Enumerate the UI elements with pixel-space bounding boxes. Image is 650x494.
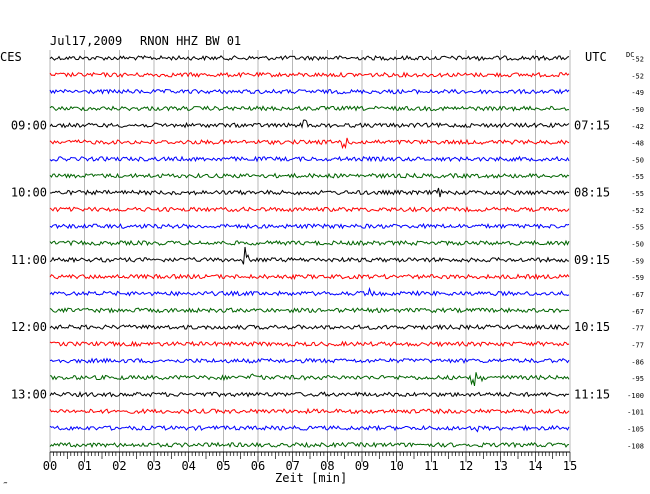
seismic-trace — [49, 372, 570, 387]
x-tick-label: 12 — [459, 459, 473, 473]
x-tick-label: 11 — [424, 459, 438, 473]
x-tick-label: 15 — [563, 459, 577, 473]
dc-offset-label: -52 — [631, 207, 644, 215]
dc-offset-label: -95 — [631, 375, 644, 383]
utc-hour-label: 09:15 — [574, 253, 610, 267]
x-axis: 00 01 02 03 04 05 06 07 08 09 10 11 12 13 14 15 — [43, 451, 577, 473]
utc-hour-label: 11:15 — [574, 387, 610, 401]
seismic-trace — [49, 273, 570, 281]
seismic-trace — [49, 222, 570, 230]
x-tick-label: 14 — [528, 459, 542, 473]
dc-offset-label: -77 — [631, 325, 644, 333]
dc-offset-label: -55 — [631, 173, 644, 181]
dc-offset-label: -42 — [631, 123, 644, 131]
grid-lines — [49, 50, 571, 452]
local-hour-label: 10:00 — [11, 186, 47, 200]
label-group: -52 -52 -49 -50 -42 -48 -50 -55 -55 -52 -55 -50 -59 -… — [11, 56, 644, 451]
x-tick-label: 13 — [493, 459, 507, 473]
seismic-trace — [49, 424, 570, 433]
x-tick-label: 08 — [320, 459, 334, 473]
x-tick-label: 09 — [355, 459, 369, 473]
x-tick-label: 03 — [147, 459, 161, 473]
dc-offset-label: -48 — [631, 140, 644, 148]
local-hour-label: 11:00 — [11, 253, 47, 267]
dc-offset-label: -100 — [627, 392, 644, 400]
dc-offset-label: -105 — [627, 426, 644, 434]
dc-offset-label: -49 — [631, 89, 644, 97]
dc-offset-label: -77 — [631, 341, 644, 349]
seismic-trace — [49, 155, 570, 163]
x-tick-label: 10 — [389, 459, 403, 473]
seismic-trace — [49, 407, 570, 415]
seismic-trace — [49, 390, 570, 398]
right-timezone-label: UTC — [585, 50, 607, 64]
x-tick-label: 00 — [43, 459, 57, 473]
seismic-trace — [49, 71, 570, 79]
dc-offset-label: -59 — [631, 274, 644, 282]
dc-offset-label: -86 — [631, 358, 644, 366]
local-hour-label: 09:00 — [11, 118, 47, 132]
left-timezone-label: CES — [0, 50, 22, 64]
x-tick-label: 02 — [112, 459, 126, 473]
x-tick-label: 01 — [77, 459, 91, 473]
dc-offset-label: -108 — [627, 442, 644, 450]
x-tick-label: 06 — [251, 459, 265, 473]
local-hour-label: 12:00 — [11, 320, 47, 334]
dc-offset-label: -50 — [631, 241, 644, 249]
corner-mark: ‴ — [3, 481, 8, 490]
local-hour-label: 13:00 — [11, 387, 47, 401]
utc-hour-label: 10:15 — [574, 320, 610, 334]
seismic-trace — [49, 239, 570, 247]
utc-hour-label: 07:15 — [574, 118, 610, 132]
dc-offset-label: -52 — [631, 56, 644, 64]
date-label: Jul17,2009 — [50, 34, 122, 48]
station-label: RNON HHZ BW 01 — [140, 34, 241, 48]
seismic-trace — [49, 137, 570, 150]
seismic-trace — [50, 187, 570, 198]
seismic-trace — [49, 340, 570, 348]
seismic-trace — [49, 172, 570, 179]
dc-label: DC — [626, 51, 634, 59]
seismic-trace — [49, 54, 570, 62]
seismic-trace — [49, 88, 570, 95]
seismic-trace — [49, 441, 570, 449]
dc-offset-label: -101 — [627, 409, 644, 417]
dc-offset-label: -67 — [631, 291, 644, 299]
seismic-trace — [49, 307, 570, 314]
seismic-trace — [49, 357, 570, 365]
seismic-trace — [49, 246, 570, 265]
dc-offset-label: -59 — [631, 257, 644, 265]
seismic-trace — [49, 286, 570, 297]
x-axis-label: Zeit [min] — [275, 471, 347, 485]
dc-offset-label: -55 — [631, 224, 644, 232]
seismic-trace — [49, 105, 569, 112]
dc-offset-label: -50 — [631, 156, 644, 164]
x-tick-label: 04 — [181, 459, 195, 473]
dc-offset-label: -67 — [631, 308, 644, 316]
seismic-trace — [49, 323, 570, 331]
trace-group — [49, 54, 570, 449]
dc-offset-label: -50 — [631, 106, 644, 114]
x-tick-label: 05 — [216, 459, 230, 473]
dc-offset-label: -52 — [631, 72, 644, 80]
seismic-trace — [49, 206, 570, 213]
x-tick-label: 07 — [285, 459, 299, 473]
seismic-trace — [49, 119, 570, 129]
dc-offset-label: -55 — [631, 190, 644, 198]
utc-hour-label: 08:15 — [574, 186, 610, 200]
